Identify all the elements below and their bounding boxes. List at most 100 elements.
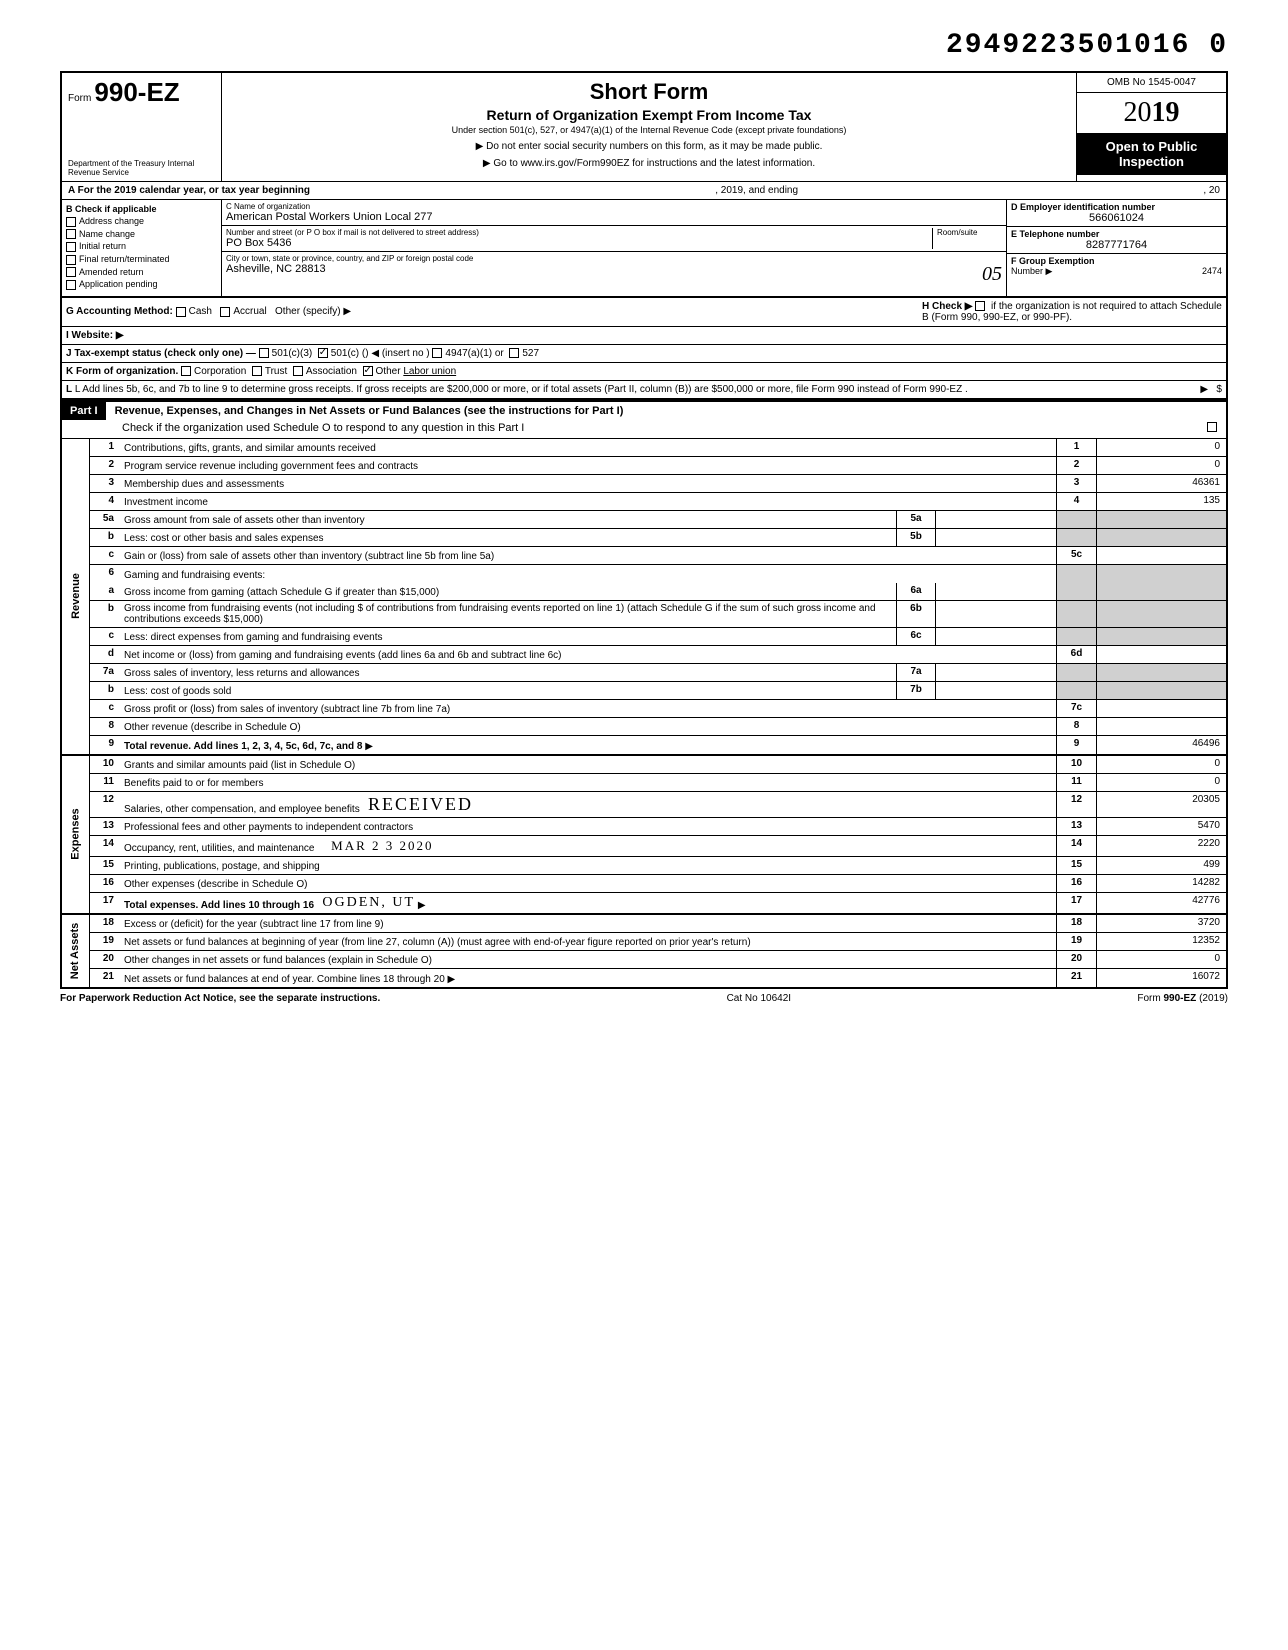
footer-left: For Paperwork Reduction Act Notice, see … — [60, 993, 380, 1004]
line-7b-in: 7b — [896, 682, 936, 699]
tax-year-bold: 19 — [1152, 97, 1180, 128]
form-label: Form — [68, 93, 91, 104]
checkbox-final-return[interactable] — [66, 255, 76, 265]
line-6b-desc: Gross income from fundraising events (no… — [120, 601, 896, 627]
tax-year: 2019 — [1077, 93, 1226, 133]
expenses-section: Expenses 10Grants and similar amounts pa… — [60, 756, 1228, 915]
org-addr-label: Number and street (or P O box if mail is… — [226, 228, 932, 237]
form-org-label: K Form of organization. — [66, 366, 178, 377]
line-4-desc: Investment income — [120, 493, 1056, 510]
row-k-form-org: K Form of organization. Corporation Trus… — [60, 362, 1228, 380]
line-12-num: 12 — [90, 792, 120, 817]
line-7c-desc: Gross profit or (loss) from sales of inv… — [120, 700, 1056, 717]
lbl-association: Association — [306, 366, 357, 377]
form-instr-1: ▶ Do not enter social security numbers o… — [228, 141, 1070, 152]
line-11-num: 11 — [90, 774, 120, 791]
line-14-num: 14 — [90, 836, 120, 856]
checkbox-address-change[interactable] — [66, 217, 76, 227]
other-org-value: Labor union — [403, 366, 456, 377]
line-7c-num: c — [90, 700, 120, 717]
checkbox-501c[interactable] — [318, 348, 328, 358]
lbl-other-specify: Other (specify) ▶ — [275, 306, 351, 317]
line-4-rtnum: 4 — [1056, 493, 1096, 510]
line-6d-rtnum: 6d — [1056, 646, 1096, 663]
line-7b-num: b — [90, 682, 120, 699]
line-21-desc: Net assets or fund balances at end of ye… — [120, 969, 1056, 987]
group-exempt-value: 2474 — [1202, 266, 1222, 277]
line-11-value: 0 — [1096, 774, 1226, 791]
row-l-text: L Add lines 5b, 6c, and 7b to line 9 to … — [75, 384, 968, 395]
checkbox-accrual[interactable] — [220, 307, 230, 317]
lbl-insert-no: ) ◀ (insert no ) — [365, 348, 429, 359]
row-a-tax-year: A For the 2019 calendar year, or tax yea… — [60, 181, 1228, 200]
row-a-right: , 20 — [1203, 185, 1220, 196]
line-19-value: 12352 — [1096, 933, 1226, 950]
line-6c-desc: Less: direct expenses from gaming and fu… — [120, 628, 896, 645]
room-suite-label: Room/suite — [932, 228, 1002, 249]
line-9-num: 9 — [90, 736, 120, 754]
line-9-rtnum: 9 — [1056, 736, 1096, 754]
form-header: Form 990-EZ Department of the Treasury I… — [60, 71, 1228, 181]
phone-label: E Telephone number — [1011, 229, 1222, 239]
form-instr-2: ▶ Go to www.irs.gov/Form990EZ for instru… — [228, 158, 1070, 169]
line-7a-num: 7a — [90, 664, 120, 681]
line-6b-in: 6b — [896, 601, 936, 627]
line-21-value: 16072 — [1096, 969, 1226, 987]
checkbox-amended-return[interactable] — [66, 267, 76, 277]
line-2-num: 2 — [90, 457, 120, 474]
checkbox-other-org[interactable] — [363, 366, 373, 376]
line-7c-rtnum: 7c — [1056, 700, 1096, 717]
line-13-desc: Professional fees and other payments to … — [120, 818, 1056, 835]
part-1-header: Part I Revenue, Expenses, and Changes in… — [60, 400, 1228, 439]
checkbox-schedule-o[interactable] — [1207, 422, 1217, 432]
checkbox-application-pending[interactable] — [66, 280, 76, 290]
row-j-tax-status: J Tax-exempt status (check only one) — 5… — [60, 344, 1228, 362]
line-8-rtnum: 8 — [1056, 718, 1096, 735]
line-7a-in: 7a — [896, 664, 936, 681]
line-2-desc: Program service revenue including govern… — [120, 457, 1056, 474]
line-18-desc: Excess or (deficit) for the year (subtra… — [120, 915, 1056, 932]
group-exempt-label2: Number ▶ — [1011, 266, 1052, 277]
ein-label: D Employer identification number — [1011, 202, 1222, 212]
line-6a-desc: Gross income from gaming (attach Schedul… — [120, 583, 896, 600]
received-stamp-loc: OGDEN, UT — [322, 895, 415, 911]
checkbox-4947[interactable] — [432, 348, 442, 358]
line-3-value: 46361 — [1096, 475, 1226, 492]
line-12-value: 20305 — [1096, 792, 1226, 817]
line-3-rtnum: 3 — [1056, 475, 1096, 492]
checkbox-527[interactable] — [509, 348, 519, 358]
line-7a-desc: Gross sales of inventory, less returns a… — [120, 664, 896, 681]
lbl-other-org: Other — [376, 366, 401, 377]
checkbox-501c3[interactable] — [259, 348, 269, 358]
lbl-accrual: Accrual — [233, 306, 266, 317]
line-20-num: 20 — [90, 951, 120, 968]
line-20-desc: Other changes in net assets or fund bala… — [120, 951, 1056, 968]
line-11-desc: Benefits paid to or for members — [120, 774, 1056, 791]
checkbox-cash[interactable] — [176, 307, 186, 317]
line-18-num: 18 — [90, 915, 120, 932]
line-8-num: 8 — [90, 718, 120, 735]
line-5b-num: b — [90, 529, 120, 546]
netassets-section: Net Assets 18Excess or (deficit) for the… — [60, 915, 1228, 989]
section-def: D Employer identification number 5660610… — [1006, 200, 1226, 296]
checkbox-initial-return[interactable] — [66, 242, 76, 252]
line-16-desc: Other expenses (describe in Schedule O) — [120, 875, 1056, 892]
row-h-label: H Check ▶ — [922, 301, 972, 312]
checkbox-schedule-b[interactable] — [975, 301, 985, 311]
checkbox-association[interactable] — [293, 366, 303, 376]
row-l: L L Add lines 5b, 6c, and 7b to line 9 t… — [60, 380, 1228, 400]
line-19-num: 19 — [90, 933, 120, 950]
line-5c-rtnum: 5c — [1056, 547, 1096, 564]
checkbox-corporation[interactable] — [181, 366, 191, 376]
line-9-desc: Total revenue. Add lines 1, 2, 3, 4, 5c,… — [120, 736, 1056, 754]
line-6d-num: d — [90, 646, 120, 663]
form-header-left: Form 990-EZ Department of the Treasury I… — [62, 73, 222, 181]
checkbox-trust[interactable] — [252, 366, 262, 376]
inspect-line1: Open to Public — [1081, 139, 1222, 154]
line-10-value: 0 — [1096, 756, 1226, 773]
checkbox-name-change[interactable] — [66, 229, 76, 239]
line-1-rtnum: 1 — [1056, 439, 1096, 456]
line-16-value: 14282 — [1096, 875, 1226, 892]
line-6d-desc: Net income or (loss) from gaming and fun… — [120, 646, 1056, 663]
side-tab-revenue: Revenue — [62, 439, 90, 754]
